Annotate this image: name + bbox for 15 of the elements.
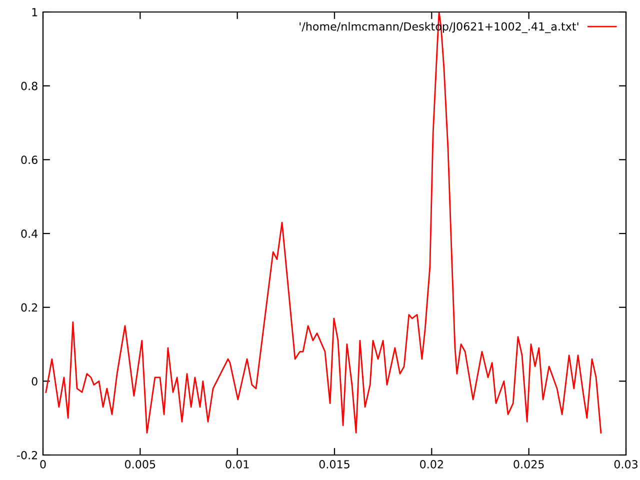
y-tick-label: 0.6: [21, 156, 38, 164]
x-tick-label: 0.01: [226, 460, 249, 468]
y-tick-label: 1: [32, 8, 38, 16]
x-tick-label: 0.02: [420, 460, 443, 468]
line-series: [45, 12, 602, 434]
y-tick-label: 0.8: [21, 82, 38, 90]
y-tick-label: 0.4: [21, 229, 38, 238]
x-tick-label: 0.015: [319, 460, 350, 468]
x-tick-label: 0.025: [514, 460, 544, 468]
y-tick-label: -0.2: [17, 450, 38, 460]
x-tick-label: 0: [40, 460, 46, 468]
y-tick-label: 0.2: [21, 303, 38, 312]
x-tick-label: 0.03: [614, 460, 638, 468]
y-tick-label: 0: [32, 377, 38, 386]
x-tick-label: 0.005: [124, 460, 156, 468]
